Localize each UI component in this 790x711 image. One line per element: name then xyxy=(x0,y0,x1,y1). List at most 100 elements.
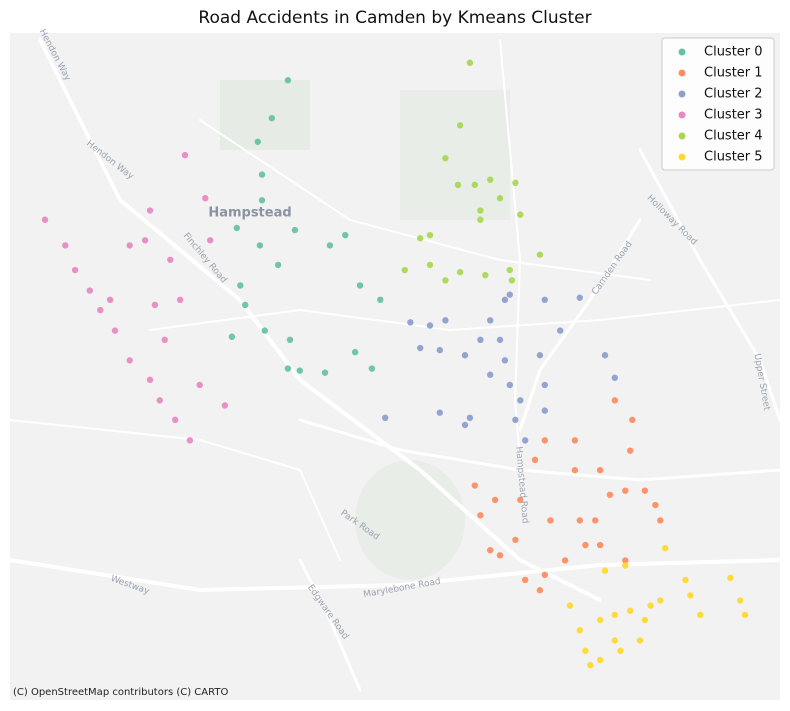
legend-marker xyxy=(678,48,686,56)
point xyxy=(382,414,389,422)
point xyxy=(662,544,669,552)
point xyxy=(207,237,214,244)
point xyxy=(156,397,163,404)
road xyxy=(638,148,782,422)
point xyxy=(151,301,159,309)
point xyxy=(97,306,104,314)
point xyxy=(286,336,294,344)
point xyxy=(657,517,664,524)
point xyxy=(641,616,649,624)
point xyxy=(477,216,484,223)
point xyxy=(582,541,589,549)
point xyxy=(172,416,179,424)
point xyxy=(326,242,334,249)
point xyxy=(71,266,79,274)
point xyxy=(641,487,649,494)
point xyxy=(291,226,299,234)
point xyxy=(237,282,244,289)
point xyxy=(517,397,524,404)
road xyxy=(149,299,781,332)
legend-label: Cluster 0 xyxy=(704,45,763,60)
point xyxy=(647,602,654,609)
legend-label: Cluster 1 xyxy=(704,66,763,81)
legend-label: Cluster 2 xyxy=(704,87,763,102)
point xyxy=(442,317,449,324)
point xyxy=(356,282,364,289)
chart-title: Road Accidents in Camden by Kmeans Clust… xyxy=(198,8,591,28)
point xyxy=(566,602,574,609)
point xyxy=(284,365,292,372)
point xyxy=(221,402,229,409)
point xyxy=(531,456,539,464)
point xyxy=(491,496,499,504)
point xyxy=(196,381,203,389)
point xyxy=(622,487,629,494)
point xyxy=(506,381,513,389)
road xyxy=(9,419,341,561)
point xyxy=(296,367,303,374)
point xyxy=(471,482,478,489)
point xyxy=(487,371,494,378)
legend-box xyxy=(661,37,775,171)
point xyxy=(186,437,194,444)
point xyxy=(576,627,583,634)
point xyxy=(351,348,359,356)
legend-marker xyxy=(678,111,686,119)
point xyxy=(176,296,184,303)
road xyxy=(518,218,642,432)
point xyxy=(636,637,644,644)
point xyxy=(368,365,376,372)
legend-marker xyxy=(678,90,686,98)
point xyxy=(512,416,519,424)
point xyxy=(86,287,94,294)
point xyxy=(536,587,544,594)
point xyxy=(611,637,618,644)
point xyxy=(652,501,659,509)
point xyxy=(426,322,434,329)
point xyxy=(284,77,292,84)
point xyxy=(261,327,268,334)
point xyxy=(611,397,618,404)
point xyxy=(106,296,114,303)
point xyxy=(682,576,689,584)
point xyxy=(629,416,636,424)
road xyxy=(8,558,782,593)
point xyxy=(456,122,464,129)
point xyxy=(576,294,583,301)
point xyxy=(274,261,282,269)
road xyxy=(298,558,362,692)
point xyxy=(512,179,519,187)
point xyxy=(254,138,261,145)
point xyxy=(596,656,604,664)
heath xyxy=(220,80,310,150)
point xyxy=(62,242,69,249)
point xyxy=(417,344,424,352)
point xyxy=(258,197,266,204)
road xyxy=(199,119,651,281)
point xyxy=(657,597,664,604)
point xyxy=(146,376,154,384)
legend-marker xyxy=(678,132,686,140)
point xyxy=(256,242,264,249)
point xyxy=(126,242,133,249)
point xyxy=(146,207,154,214)
point xyxy=(601,352,609,359)
point xyxy=(242,301,249,309)
point xyxy=(417,235,424,242)
point xyxy=(496,336,504,344)
point xyxy=(181,151,189,159)
legend: Cluster 0 Cluster 1 Cluster 2 Cluster 3 Clus… xyxy=(661,37,775,171)
point xyxy=(611,611,618,619)
point xyxy=(436,346,443,354)
point xyxy=(161,336,168,344)
point xyxy=(401,266,408,274)
point xyxy=(167,256,174,263)
legend-marker xyxy=(678,153,686,161)
point xyxy=(461,352,469,359)
point xyxy=(501,357,509,364)
point xyxy=(627,607,634,614)
point xyxy=(522,576,529,584)
point xyxy=(601,567,609,574)
point xyxy=(202,195,209,202)
point xyxy=(461,421,469,429)
